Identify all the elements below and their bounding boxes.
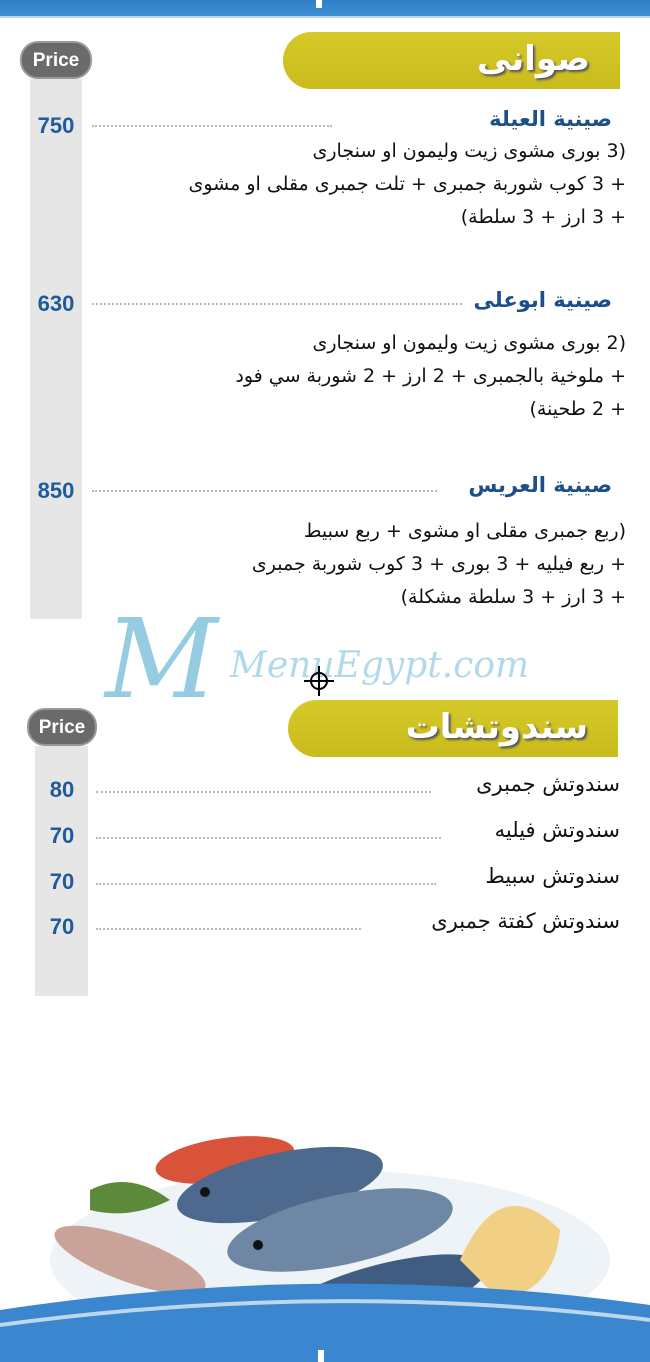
- item-name: سندوتش كفتة جمبرى: [431, 909, 620, 933]
- price-label: Price: [20, 41, 92, 79]
- item-name: صينية العيلة: [489, 107, 612, 131]
- item-price: 630: [37, 291, 75, 316]
- dotted-leader: [96, 791, 431, 793]
- section-title-banner: سندوتشات: [288, 700, 618, 757]
- item-name: سندوتش سبيط: [485, 864, 620, 888]
- header-marker: [316, 0, 322, 8]
- item-price: 70: [49, 869, 75, 894]
- item-price: 70: [49, 823, 75, 848]
- price-label: Price: [27, 708, 97, 746]
- item-name: سندوتش جمبرى: [476, 772, 620, 796]
- item-price: 70: [49, 914, 75, 939]
- seafood-illustration: [0, 1136, 650, 1362]
- price-column: [35, 746, 88, 996]
- watermark-text: MenuEgypt.com: [230, 645, 530, 686]
- dotted-leader: [96, 837, 441, 839]
- item-name: سندوتش فيليه: [494, 818, 620, 842]
- dotted-leader: [92, 303, 462, 305]
- item-price: 80: [49, 777, 75, 802]
- item-price: 850: [37, 478, 75, 503]
- item-name: صينية ابوعلى: [473, 288, 612, 312]
- dotted-leader: [92, 125, 332, 127]
- item-description: (3 بورى مشوى زيت وليمون او سنجارى + 3 كو…: [188, 140, 626, 228]
- section-title-banner: صوانى: [283, 32, 620, 89]
- price-column: [30, 79, 82, 619]
- dotted-leader: [96, 883, 436, 885]
- dotted-leader: [92, 490, 437, 492]
- header-bar: [0, 0, 650, 18]
- dotted-leader: [96, 928, 361, 930]
- item-description: (2 بورى مشوى زيت وليمون او سنجارى + ملوخ…: [235, 332, 626, 420]
- item-description: (ربع جمبرى مقلى او مشوى + ربع سبيط + ربع…: [251, 520, 626, 608]
- watermark-logo: M: [105, 595, 218, 723]
- item-name: صينية العريس: [468, 473, 612, 497]
- item-price: 750: [37, 113, 75, 138]
- crosshair-icon: [304, 666, 334, 696]
